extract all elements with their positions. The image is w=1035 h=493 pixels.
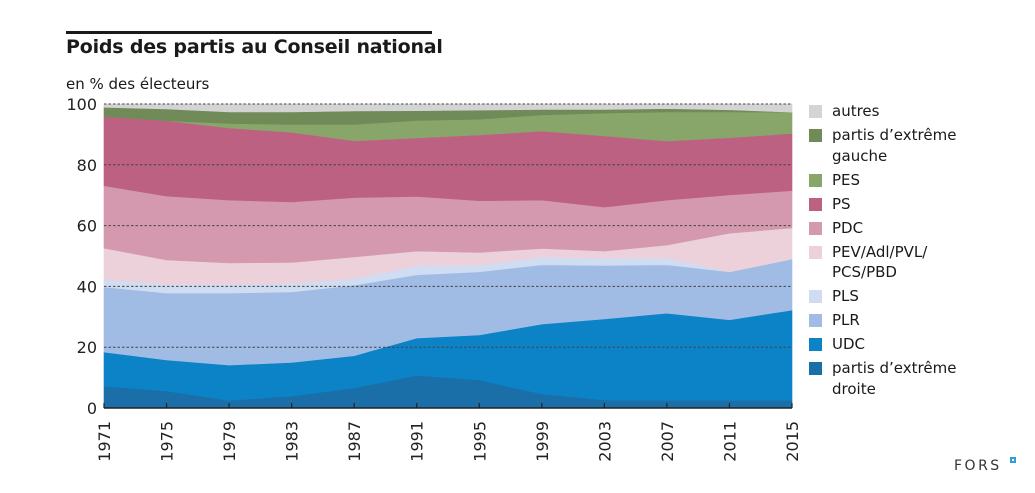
legend-label: PLS <box>832 287 859 305</box>
legend-label: UDC <box>832 335 866 353</box>
legend-label: PEV/Adl/PVL/ PCS/PBD <box>832 242 928 282</box>
x-tick-label: 1971 <box>95 421 114 462</box>
x-tick-label: 2007 <box>658 421 677 462</box>
legend: autres partis d’extrême gauche PES PS PDC PEV… <box>809 101 1029 403</box>
legend-item: partis d’extrême droite <box>809 358 1029 399</box>
legend-item: PEV/Adl/PVL/ PCS/PBD <box>809 242 1029 283</box>
legend-swatch <box>809 173 822 187</box>
legend-label: autres <box>832 102 880 120</box>
fors-logo: FORS <box>954 458 1002 474</box>
legend-label: PLR <box>832 311 860 329</box>
legend-swatch <box>809 197 822 211</box>
legend-label: PS <box>832 194 851 213</box>
y-tick-label: 20 <box>77 338 97 357</box>
legend-label: PES <box>832 170 861 189</box>
legend-swatch <box>809 105 822 118</box>
y-tick-label: 80 <box>77 156 97 175</box>
legend-swatch <box>809 314 822 327</box>
x-tick-label: 1987 <box>345 421 364 462</box>
legend-item: PLS <box>809 286 1029 307</box>
x-tick-label: 2011 <box>720 421 739 462</box>
y-tick-label: 0 <box>87 399 97 418</box>
legend-item: partis d’extrême gauche <box>809 125 1029 166</box>
legend-swatch <box>809 362 822 375</box>
y-axis-ticks: 0 20 40 60 80 100 <box>66 95 97 418</box>
y-tick-label: 60 <box>77 217 97 236</box>
x-tick-label: 1979 <box>220 421 239 462</box>
x-axis: 1971 1975 1979 1983 1987 1991 1995 1999 2003 2007… <box>95 403 802 462</box>
x-tick-label: 2015 <box>783 421 802 462</box>
x-tick-label: 1999 <box>533 421 552 462</box>
legend-item: PES <box>809 170 1029 191</box>
legend-item: UDC <box>809 334 1029 355</box>
area-autres <box>103 103 793 113</box>
x-tick-label: 1983 <box>283 421 302 462</box>
chart-subtitle: en % des électeurs <box>66 75 210 93</box>
legend-label: partis d’extrême gauche <box>832 126 957 165</box>
x-tick-label: 1975 <box>158 421 177 462</box>
legend-item: PLR <box>809 310 1029 331</box>
x-tick-label: 1995 <box>470 421 489 462</box>
legend-swatch <box>809 338 822 351</box>
legend-item: PS <box>809 194 1029 215</box>
gridlines <box>104 103 792 348</box>
title-rule <box>66 31 432 34</box>
legend-label: partis d’extrême droite <box>832 359 957 398</box>
legend-swatch <box>809 290 822 303</box>
legend-swatch <box>809 129 822 142</box>
legend-label: PDC <box>832 218 864 237</box>
y-tick-label: 100 <box>66 95 97 114</box>
area-layers <box>103 103 793 409</box>
y-tick-label: 40 <box>77 277 97 296</box>
x-tick-label: 1991 <box>408 421 427 462</box>
fors-logo-mark-icon <box>1010 457 1016 463</box>
legend-swatch <box>809 245 822 259</box>
legend-swatch <box>809 221 822 235</box>
chart-title: Poids des partis au Conseil national <box>66 36 443 58</box>
legend-item: autres <box>809 101 1029 122</box>
x-tick-label: 2003 <box>595 421 614 462</box>
legend-item: PDC <box>809 218 1029 239</box>
